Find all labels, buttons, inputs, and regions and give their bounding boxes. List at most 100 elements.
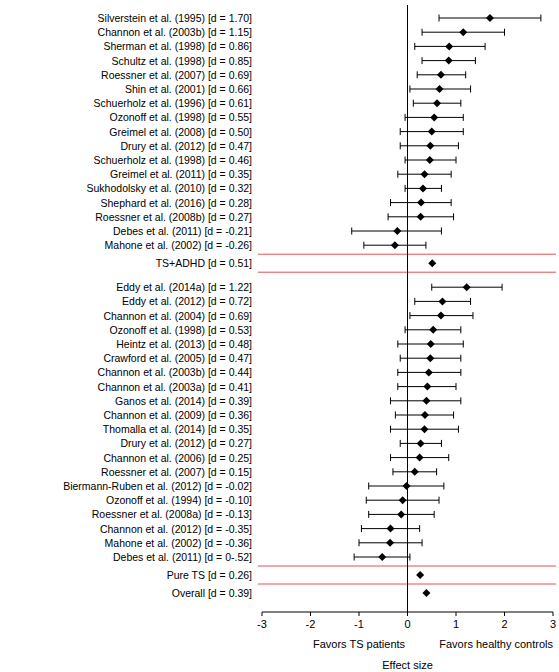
ci-cap bbox=[441, 185, 442, 192]
forest-plot: -3-2-10123Favors TS patientsFavors healt… bbox=[0, 0, 559, 672]
ci-cap bbox=[434, 511, 435, 518]
ci-cap bbox=[400, 355, 401, 362]
ci-cap bbox=[397, 369, 398, 376]
ci-cap bbox=[485, 43, 486, 50]
study-label: Roessner et al. (2007) [d = 0.69] bbox=[101, 69, 252, 81]
ci-cap bbox=[456, 383, 457, 390]
error-bar bbox=[364, 242, 426, 249]
ci-cap bbox=[422, 57, 423, 64]
study-label: Ozonoff et al. (1998) [d = 0.55] bbox=[109, 111, 252, 123]
point-estimate bbox=[426, 142, 434, 150]
study-label: Sukhodolsky et al. (2010) [d = 0.32] bbox=[87, 182, 253, 194]
study-label: Greimel et al. (2011) [d = 0.35] bbox=[110, 168, 252, 180]
error-bar bbox=[400, 142, 458, 149]
ci-cap bbox=[397, 341, 398, 348]
ci-cap bbox=[458, 426, 459, 433]
ci-cap bbox=[409, 86, 410, 93]
error-bar bbox=[391, 426, 459, 433]
ci-cap bbox=[422, 29, 423, 36]
ci-cap bbox=[470, 86, 471, 93]
study-label: Roessner et al. (2007) [d = 0.15] bbox=[101, 466, 252, 478]
ci-cap bbox=[460, 397, 461, 404]
ci-cap bbox=[470, 298, 471, 305]
ci-cap bbox=[400, 128, 401, 135]
ci-cap bbox=[366, 497, 367, 504]
point-estimate bbox=[423, 383, 431, 391]
study-label: Debes et al. (2011) [d = -0.21] bbox=[113, 225, 252, 237]
study-label: Crawford et al. (2005) [d = 0.47] bbox=[103, 352, 252, 364]
study-label: Mahone et al. (2002) [d = -0.36] bbox=[105, 537, 252, 549]
point-estimate bbox=[417, 213, 425, 221]
ci-cap bbox=[463, 341, 464, 348]
study-label: Heintz et al. (2013) [d = 0.48] bbox=[116, 338, 252, 350]
ci-cap bbox=[431, 284, 432, 291]
ci-cap bbox=[361, 525, 362, 532]
x-tick bbox=[310, 612, 311, 616]
summary-diamond bbox=[416, 571, 424, 579]
point-estimate bbox=[393, 227, 401, 235]
error-bar bbox=[405, 157, 456, 164]
study-label: Roessner et al. (2008b) [d = 0.27] bbox=[95, 211, 252, 223]
point-estimate bbox=[459, 28, 467, 36]
ci-cap bbox=[363, 242, 364, 249]
error-bar bbox=[361, 525, 419, 532]
ci-cap bbox=[475, 57, 476, 64]
ci-cap bbox=[397, 383, 398, 390]
point-estimate bbox=[486, 14, 494, 22]
ci-cap bbox=[460, 100, 461, 107]
ci-cap bbox=[405, 185, 406, 192]
x-tick-label: -1 bbox=[354, 618, 364, 630]
study-label: Debes et al. (2011) [d = 0-.52] bbox=[113, 551, 252, 563]
ci-cap bbox=[441, 440, 442, 447]
error-bar bbox=[417, 71, 466, 78]
ci-cap bbox=[359, 539, 360, 546]
point-estimate bbox=[437, 71, 445, 79]
study-label: Schuerholz et al. (1998) [d = 0.46] bbox=[94, 154, 253, 166]
ci-cap bbox=[458, 142, 459, 149]
study-label: Eddy et al. (2012) [d = 0.72] bbox=[122, 295, 252, 307]
point-estimate bbox=[420, 425, 428, 433]
ci-cap bbox=[351, 228, 352, 235]
study-label: Channon et al. (2003a) [d = 0.41] bbox=[98, 381, 252, 393]
ci-cap bbox=[400, 142, 401, 149]
ci-cap bbox=[405, 326, 406, 333]
point-estimate bbox=[429, 326, 437, 334]
x-tick bbox=[456, 612, 457, 616]
ci-cap bbox=[400, 440, 401, 447]
point-estimate bbox=[437, 312, 445, 320]
point-estimate bbox=[378, 553, 386, 561]
point-estimate bbox=[387, 525, 395, 533]
point-estimate bbox=[427, 340, 435, 348]
error-bar bbox=[405, 185, 441, 192]
error-bar bbox=[393, 468, 437, 475]
study-label: Greimel et al. (2008) [d = 0.50] bbox=[109, 126, 252, 138]
study-label: Schuerholz et al. (1996) [d = 0.61] bbox=[94, 97, 253, 109]
error-bar bbox=[366, 497, 439, 504]
point-estimate bbox=[419, 184, 427, 192]
point-estimate bbox=[420, 170, 428, 178]
point-estimate bbox=[411, 468, 419, 476]
ci-cap bbox=[414, 43, 415, 50]
error-bar bbox=[413, 100, 461, 107]
study-label: Mahone et al. (2002) [d = -0.26] bbox=[105, 239, 252, 251]
x-tick-label: -3 bbox=[257, 618, 267, 630]
error-bar bbox=[398, 383, 456, 390]
ci-cap bbox=[395, 412, 396, 419]
ci-cap bbox=[460, 355, 461, 362]
study-label: Channon et al. (2009) [d = 0.36] bbox=[103, 409, 252, 421]
error-bar bbox=[391, 199, 452, 206]
error-bar bbox=[432, 284, 502, 291]
summary-label: Overall [d = 0.39] bbox=[172, 587, 252, 599]
ci-cap bbox=[409, 554, 410, 561]
x-axis-label: Effect size bbox=[382, 659, 433, 671]
study-label: Sherman et al. (1998) [d = 0.86] bbox=[103, 40, 252, 52]
ci-cap bbox=[397, 171, 398, 178]
summary-label: TS+ADHD [d = 0.51] bbox=[156, 257, 252, 269]
point-estimate bbox=[436, 85, 444, 93]
ci-cap bbox=[441, 228, 442, 235]
error-bar bbox=[410, 312, 473, 319]
ci-cap bbox=[392, 468, 393, 475]
ci-cap bbox=[390, 454, 391, 461]
ci-cap bbox=[409, 312, 410, 319]
error-bar bbox=[398, 369, 461, 376]
